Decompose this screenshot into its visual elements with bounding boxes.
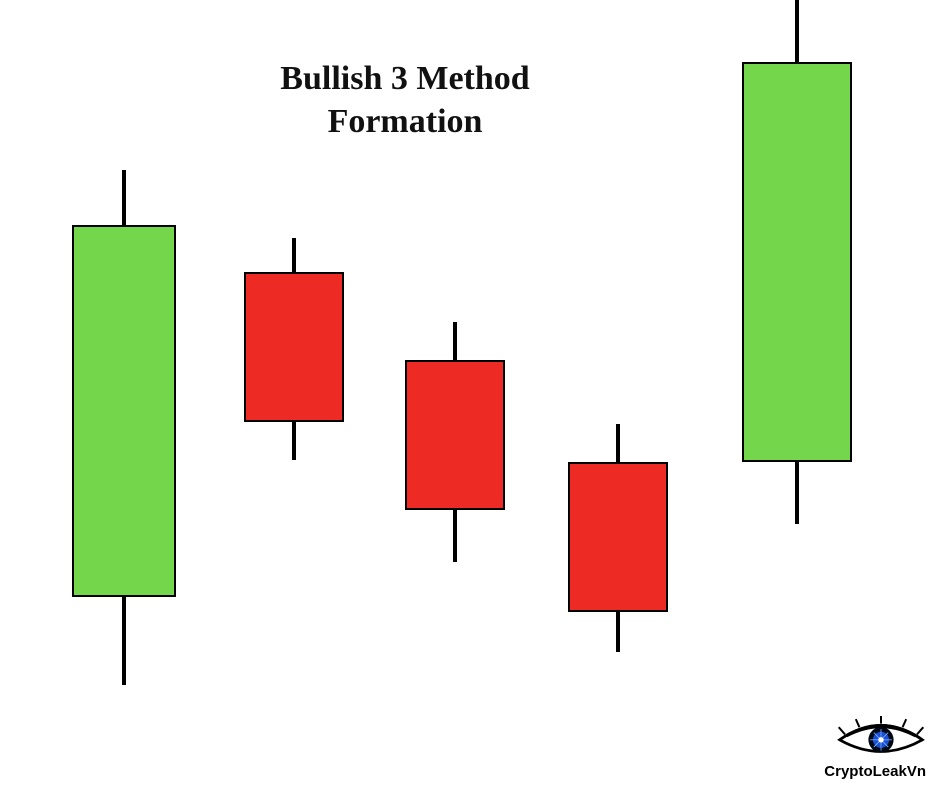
candle-2-upper-wick bbox=[292, 238, 296, 272]
candle-3-upper-wick bbox=[453, 322, 457, 360]
title-line-2: Formation bbox=[328, 103, 483, 140]
watermark-text: CryptoLeakVn bbox=[824, 763, 926, 780]
candle-5-body bbox=[742, 62, 852, 462]
eye-logo-icon bbox=[836, 716, 926, 760]
candle-1-body bbox=[72, 225, 176, 597]
candle-1-upper-wick bbox=[122, 170, 126, 225]
watermark: CryptoLeakVn bbox=[824, 716, 926, 780]
candle-3-body bbox=[405, 360, 505, 510]
candle-1-lower-wick bbox=[122, 597, 126, 685]
candle-4-upper-wick bbox=[616, 424, 620, 462]
candle-5-upper-wick bbox=[795, 0, 799, 62]
title-line-1: Bullish 3 Method bbox=[280, 60, 529, 97]
candle-5-lower-wick bbox=[795, 462, 799, 524]
candle-3-lower-wick bbox=[453, 510, 457, 562]
chart-canvas: Bullish 3 Method Formation CryptoLeakVn bbox=[0, 0, 940, 788]
candle-4-body bbox=[568, 462, 668, 612]
chart-title: Bullish 3 Method Formation bbox=[225, 58, 585, 143]
candle-2-body bbox=[244, 272, 344, 422]
candle-2-lower-wick bbox=[292, 422, 296, 460]
candle-4-lower-wick bbox=[616, 612, 620, 652]
